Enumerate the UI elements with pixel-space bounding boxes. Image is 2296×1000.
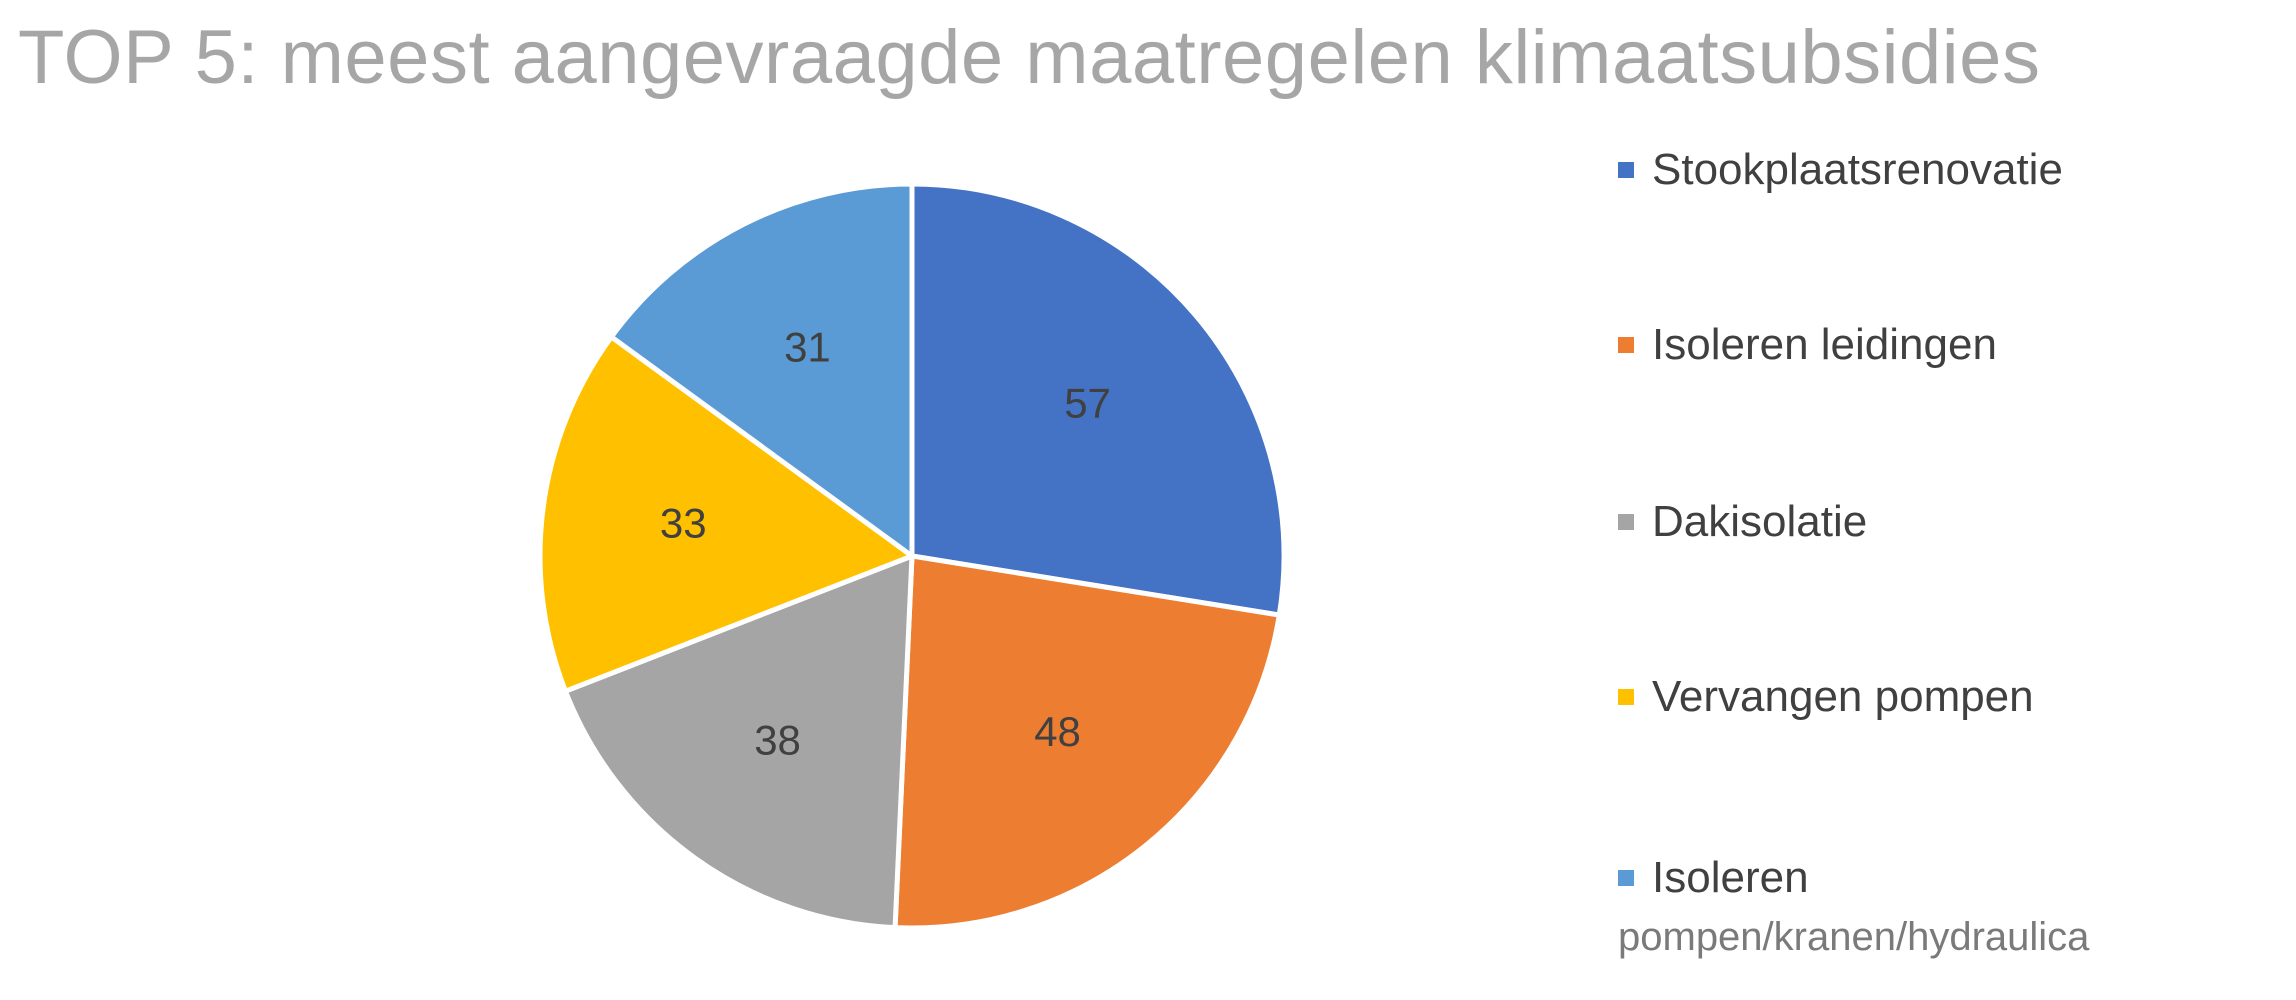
legend-item-vervangen-pompen[interactable]: Vervangen pompen bbox=[1618, 667, 2034, 727]
legend-item-stookplaatsrenovatie[interactable]: Stookplaatsrenovatie bbox=[1618, 140, 2063, 200]
legend-label: Dakisolatie bbox=[1652, 497, 1868, 546]
pie-slice-vervangen-pompen[interactable] bbox=[537, 334, 915, 694]
pie-slices bbox=[537, 181, 1287, 931]
data-label-isoleren-leidingen: 48 bbox=[1034, 708, 1081, 755]
legend-label: Isoleren bbox=[1652, 853, 1809, 902]
pie-slice-dakisolatie[interactable] bbox=[562, 553, 915, 931]
pie-slice-isoleren-leidingen[interactable] bbox=[892, 553, 1282, 931]
chart-title: TOP 5: meest aangevraagde maatregelen kl… bbox=[18, 15, 2041, 100]
legend-swatch bbox=[1618, 689, 1634, 705]
legend-swatch bbox=[1618, 337, 1634, 353]
legend-label-continued: pompen/kranen/hydraulica bbox=[1618, 915, 2090, 959]
data-label-stookplaatsrenovatie: 57 bbox=[1064, 380, 1111, 427]
legend-swatch bbox=[1618, 514, 1634, 530]
data-label-vervangen-pompen: 33 bbox=[660, 499, 707, 546]
legend-swatch bbox=[1618, 870, 1634, 886]
pie-slice-stookplaatsrenovatie[interactable] bbox=[909, 181, 1287, 618]
data-label-isoleren-pompen-kranen-hydraulica: 31 bbox=[784, 324, 831, 371]
legend-label: Vervangen pompen bbox=[1652, 672, 2034, 721]
pie-value-labels: 57 48 38 33 31 bbox=[660, 324, 1111, 764]
data-label-dakisolatie: 38 bbox=[754, 717, 801, 764]
legend-label: Isoleren leidingen bbox=[1652, 320, 1997, 369]
legend-label: Stookplaatsrenovatie bbox=[1652, 145, 2063, 194]
legend-item-isoleren-leidingen[interactable]: Isoleren leidingen bbox=[1618, 315, 1997, 375]
legend-item-dakisolatie[interactable]: Dakisolatie bbox=[1618, 492, 1867, 552]
pie-slice-isoleren-pompen-kranen-hydraulica[interactable] bbox=[608, 181, 915, 559]
legend-item-isoleren-pompen-kranen-hydraulica[interactable]: Isoleren pompen/kranen/hydraulica bbox=[1618, 848, 2089, 966]
legend-swatch bbox=[1618, 162, 1634, 178]
